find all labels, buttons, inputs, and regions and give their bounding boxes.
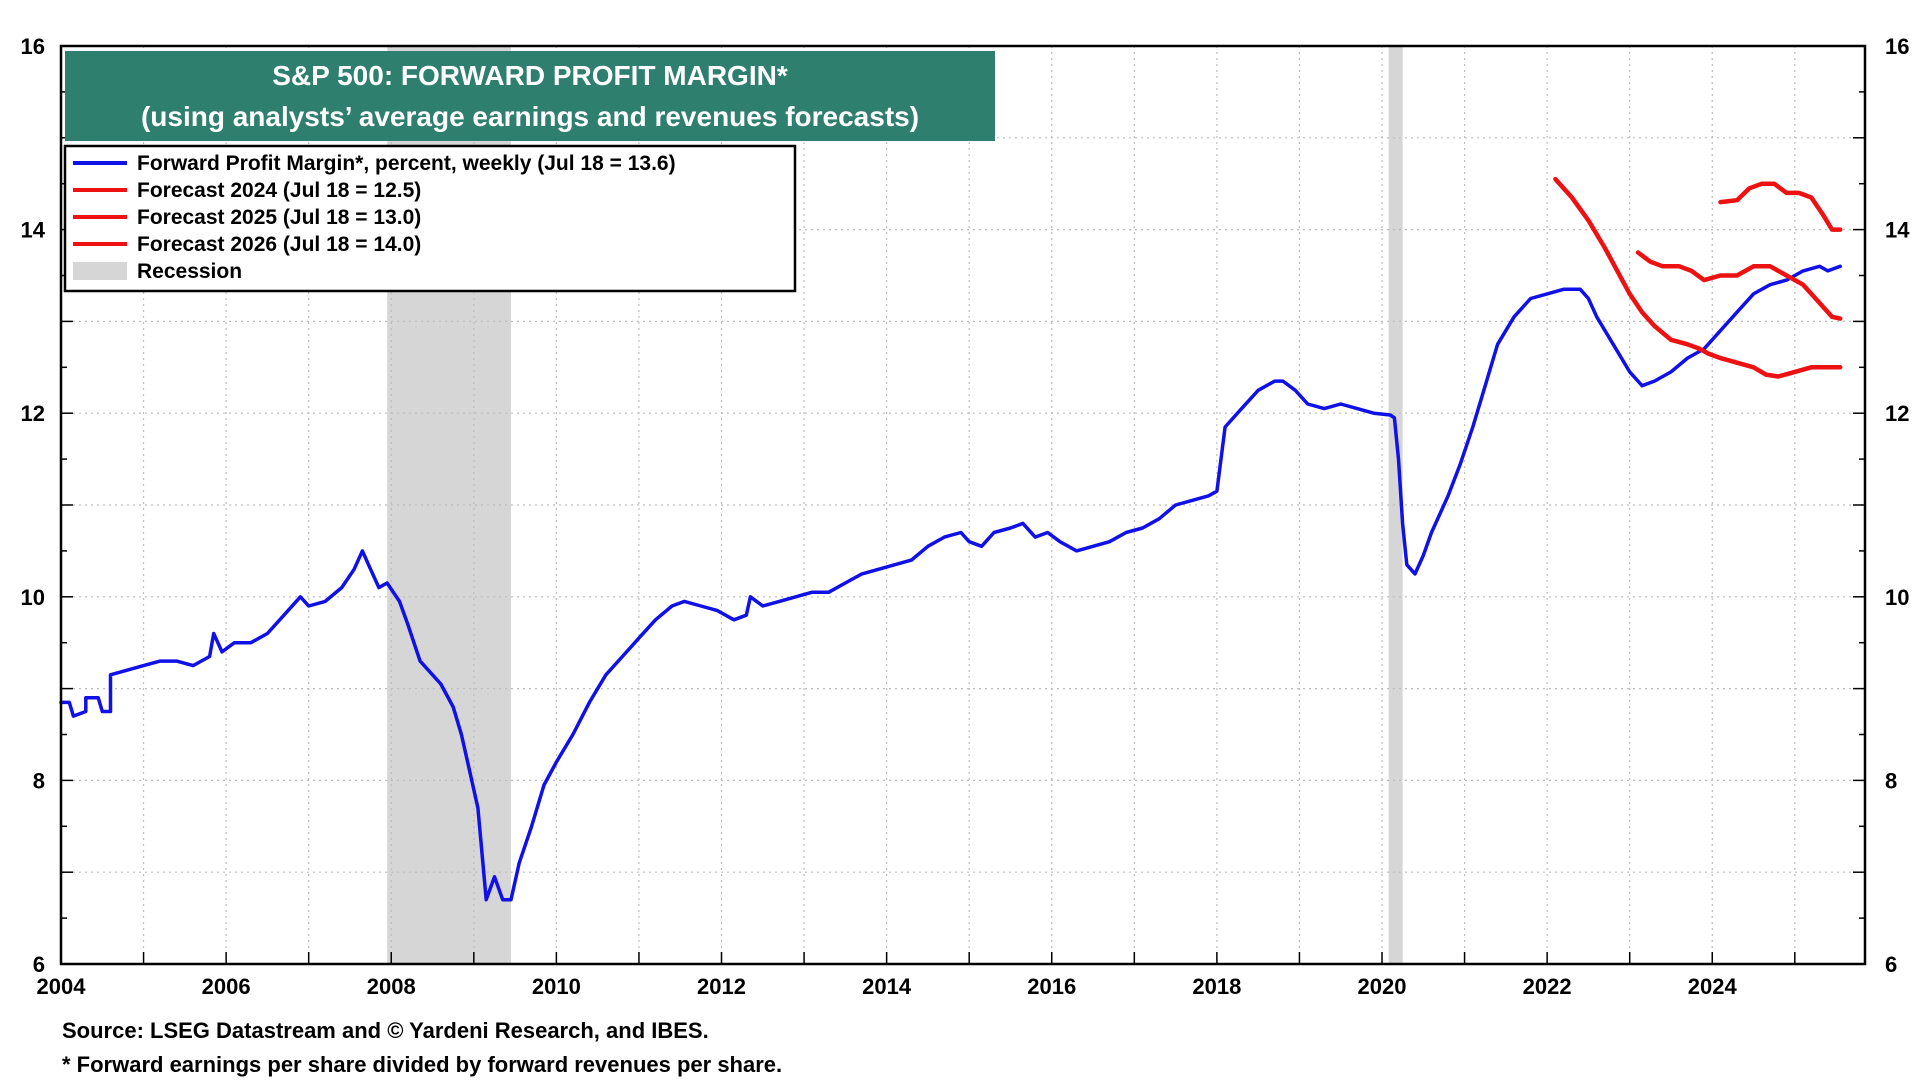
y-tick-label-right: 16 [1885, 34, 1909, 59]
x-tick-label: 2024 [1688, 974, 1738, 999]
x-tick-label: 2010 [532, 974, 581, 999]
x-tick-label: 2004 [37, 974, 87, 999]
chart-title: S&P 500: FORWARD PROFIT MARGIN* [272, 60, 788, 91]
recession-band-1 [1388, 46, 1403, 964]
y-tick-label-left: 14 [21, 218, 46, 243]
x-tick-label: 2018 [1192, 974, 1241, 999]
y-tick-label-right: 14 [1885, 218, 1910, 243]
y-tick-label-left: 10 [21, 585, 45, 610]
legend-swatch-recession [73, 262, 127, 280]
x-tick-label: 2020 [1358, 974, 1407, 999]
x-tick-label: 2008 [367, 974, 416, 999]
legend-label-2: Forecast 2025 (Jul 18 = 13.0) [137, 206, 421, 229]
title-box [65, 51, 995, 141]
x-tick-label: 2006 [202, 974, 251, 999]
y-tick-label-left: 16 [21, 34, 45, 59]
legend-box [63, 144, 797, 293]
y-tick-label-right: 6 [1885, 952, 1897, 977]
y-tick-label-right: 12 [1885, 401, 1909, 426]
chart-subtitle: (using analysts’ average earnings and re… [141, 101, 919, 132]
legend-label-3: Forecast 2026 (Jul 18 = 14.0) [137, 233, 421, 256]
series-line-0 [59, 264, 1842, 902]
definition-note: * Forward earnings per share divided by … [62, 1052, 783, 1077]
y-tick-label-left: 6 [33, 952, 45, 977]
y-tick-label-right: 8 [1885, 768, 1897, 793]
source-note: Source: LSEG Datastream and © Yardeni Re… [62, 1018, 709, 1043]
x-tick-label: 2022 [1523, 974, 1572, 999]
legend-label-4: Recession [137, 260, 242, 283]
series-line-3 [1718, 181, 1843, 232]
legend-label-1: Forecast 2024 (Jul 18 = 12.5) [137, 179, 421, 202]
x-tick-label: 2014 [862, 974, 912, 999]
series-line-2 [1635, 250, 1843, 321]
y-tick-label-right: 10 [1885, 585, 1909, 610]
x-tick-label: 2016 [1027, 974, 1076, 999]
y-tick-label-left: 12 [21, 401, 45, 426]
x-tick-label: 2012 [697, 974, 746, 999]
series-line-1 [1553, 176, 1843, 379]
legend-label-0: Forward Profit Margin*, percent, weekly … [137, 152, 676, 175]
y-tick-label-left: 8 [33, 768, 45, 793]
plot-frame [59, 44, 1867, 966]
